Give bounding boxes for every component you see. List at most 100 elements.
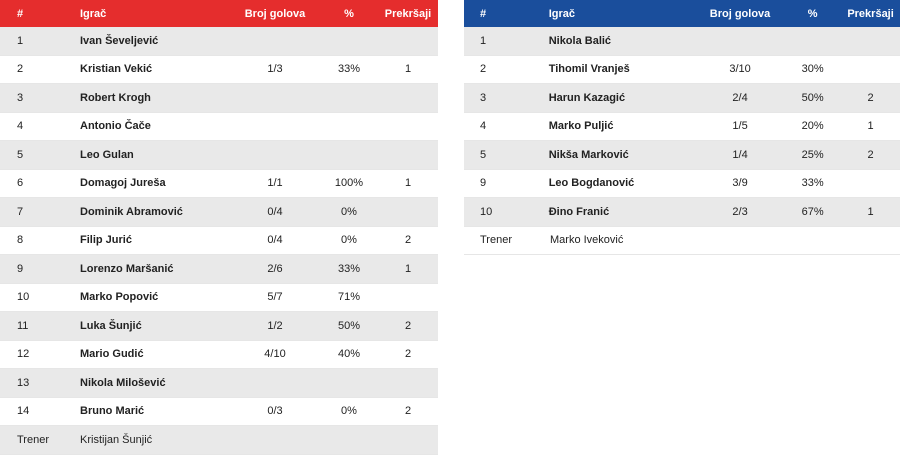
player-percent: 30% bbox=[801, 63, 824, 76]
header-percent: % bbox=[344, 7, 354, 20]
player-fouls: 2 bbox=[404, 319, 412, 332]
player-name: Leo Bogdanović bbox=[548, 177, 635, 190]
player-percent: 0% bbox=[341, 234, 357, 247]
table-row: 7 Dominik Abramović 0/4 0% bbox=[0, 198, 438, 227]
player-name: Dominik Abramović bbox=[80, 205, 183, 218]
player-goals: 2/3 bbox=[732, 205, 748, 218]
player-number: 8 bbox=[17, 234, 24, 247]
player-number: 9 bbox=[480, 177, 487, 190]
player-name: Tihomil Vranješ bbox=[548, 63, 630, 76]
player-name: Antonio Čače bbox=[80, 120, 151, 133]
away-table-header: # Igrač Broj golova % Prekršaji bbox=[464, 0, 900, 27]
table-row: 10 Đino Franić 2/3 67% 1 bbox=[464, 198, 900, 227]
header-fouls: Prekršaji bbox=[384, 7, 432, 20]
table-row: 5 Leo Gulan bbox=[0, 141, 438, 170]
table-row: 1 Ivan Ševeljević bbox=[0, 27, 438, 56]
player-number: 13 bbox=[17, 376, 30, 389]
player-number: 1 bbox=[480, 34, 487, 47]
player-fouls: 2 bbox=[867, 148, 874, 161]
table-row: 2 Kristian Vekić 1/3 33% 1 bbox=[0, 56, 438, 84]
player-goals: 1/3 bbox=[267, 63, 283, 76]
player-name: Harun Kazagić bbox=[548, 91, 626, 104]
player-goals: 1/2 bbox=[267, 319, 283, 332]
away-team-table: # Igrač Broj golova % Prekršaji 1 Nikola … bbox=[464, 0, 900, 255]
table-row: 8 Filip Jurić 0/4 0% 2 bbox=[0, 227, 438, 255]
player-fouls: 2 bbox=[404, 348, 412, 361]
away-table-body: 1 Nikola Balić 2 Tihomil Vranješ 3/10 30% 3 Har… bbox=[464, 27, 900, 255]
header-goals: Broj golova bbox=[244, 7, 306, 20]
player-percent: 33% bbox=[337, 63, 361, 76]
player-fouls: 1 bbox=[867, 205, 874, 218]
header-fouls: Prekršaji bbox=[847, 7, 894, 20]
header-number: # bbox=[480, 7, 487, 20]
player-number: 1 bbox=[17, 34, 24, 47]
player-name: Đino Franić bbox=[548, 205, 610, 218]
player-number: 2 bbox=[17, 63, 24, 76]
player-goals: 5/7 bbox=[267, 291, 283, 304]
player-name: Domagoj Jureša bbox=[80, 177, 166, 190]
table-row: 13 Nikola Milošević bbox=[0, 369, 438, 398]
home-table-body: 1 Ivan Ševeljević 2 Kristian Vekić 1/3 33% 1 3 R… bbox=[0, 27, 438, 455]
player-number: 12 bbox=[17, 348, 30, 361]
table-row: 4 Marko Puljić 1/5 20% 1 bbox=[464, 113, 900, 141]
player-number: 7 bbox=[17, 205, 24, 218]
player-goals: 0/3 bbox=[267, 405, 283, 418]
player-goals: 2/6 bbox=[267, 262, 283, 275]
player-goals: 4/10 bbox=[264, 348, 286, 361]
header-percent: % bbox=[807, 7, 818, 20]
player-percent: 33% bbox=[801, 177, 824, 190]
player-goals: 0/4 bbox=[267, 234, 283, 247]
player-name: Filip Jurić bbox=[80, 234, 132, 247]
player-percent: 40% bbox=[337, 348, 361, 361]
player-fouls: 2 bbox=[404, 234, 412, 247]
player-name: Nikola Balić bbox=[548, 34, 612, 47]
table-row: 11 Luka Šunjić 1/2 50% 2 bbox=[0, 312, 438, 341]
player-number: 4 bbox=[17, 120, 24, 133]
coach-label: Trener bbox=[480, 234, 512, 247]
table-row: 12 Mario Gudić 4/10 40% 2 bbox=[0, 341, 438, 369]
player-goals: 1/1 bbox=[267, 177, 283, 190]
player-goals: 3/10 bbox=[729, 63, 751, 76]
player-number: 10 bbox=[480, 205, 493, 218]
table-row: 5 Nikša Marković 1/4 25% 2 bbox=[464, 141, 900, 170]
player-name: Nikša Marković bbox=[548, 148, 629, 161]
player-percent: 20% bbox=[801, 120, 824, 133]
table-row: 3 Robert Krogh bbox=[0, 84, 438, 113]
home-team-table: # Igrač Broj golova % Prekršaji 1 Ivan Še… bbox=[0, 0, 438, 455]
player-fouls: 1 bbox=[404, 63, 412, 76]
header-player: Igrač bbox=[80, 7, 107, 20]
player-number: 5 bbox=[17, 148, 24, 161]
player-number: 9 bbox=[17, 262, 24, 275]
player-percent: 33% bbox=[337, 262, 361, 275]
header-number: # bbox=[17, 7, 24, 20]
player-number: 10 bbox=[17, 291, 30, 304]
coach-label: Trener bbox=[17, 433, 49, 446]
player-number: 5 bbox=[480, 148, 487, 161]
player-number: 4 bbox=[480, 120, 487, 133]
player-goals: 0/4 bbox=[267, 205, 283, 218]
player-name: Nikola Milošević bbox=[80, 376, 166, 389]
header-player: Igrač bbox=[548, 7, 575, 20]
home-table-header: # Igrač Broj golova % Prekršaji bbox=[0, 0, 438, 27]
player-fouls: 2 bbox=[404, 405, 412, 418]
table-row: 6 Domagoj Jureša 1/1 100% 1 bbox=[0, 170, 438, 198]
player-name: Leo Gulan bbox=[80, 148, 134, 161]
player-name: Lorenzo Maršanić bbox=[80, 262, 174, 275]
table-row: 3 Harun Kazagić 2/4 50% 2 bbox=[464, 84, 900, 113]
player-number: 3 bbox=[17, 91, 24, 104]
coach-row: Trener Kristijan Šunjić bbox=[0, 426, 438, 455]
player-percent: 50% bbox=[337, 319, 361, 332]
table-row: 2 Tihomil Vranješ 3/10 30% bbox=[464, 56, 900, 84]
coach-name: Kristijan Šunjić bbox=[80, 433, 153, 446]
player-number: 11 bbox=[17, 319, 29, 332]
player-percent: 0% bbox=[341, 205, 357, 218]
table-row: 14 Bruno Marić 0/3 0% 2 bbox=[0, 398, 438, 426]
table-row: 9 Leo Bogdanović 3/9 33% bbox=[464, 170, 900, 198]
player-percent: 71% bbox=[337, 291, 361, 304]
player-goals: 3/9 bbox=[732, 177, 748, 190]
player-fouls: 2 bbox=[867, 91, 874, 104]
coach-name: Marko Iveković bbox=[550, 234, 624, 247]
player-percent: 100% bbox=[334, 177, 364, 190]
player-name: Ivan Ševeljević bbox=[80, 34, 159, 47]
